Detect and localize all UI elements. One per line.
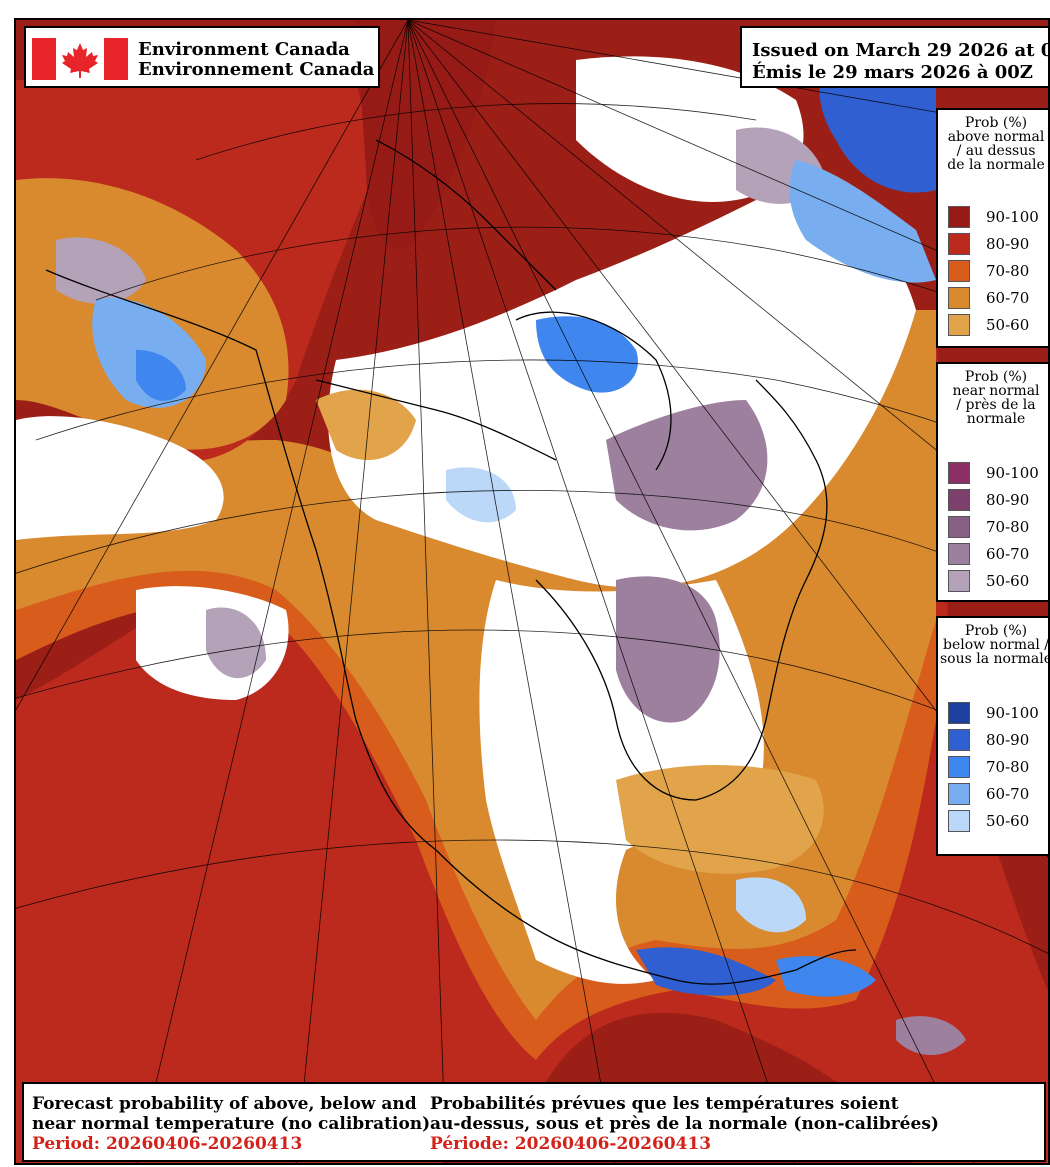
- legend-swatch: [948, 516, 970, 538]
- legend-swatch: [948, 260, 970, 282]
- issued-en: Issued on March 29 2026 at 00Z: [752, 40, 1050, 61]
- legend-below-normal: Prob (%) below normal / sous la normale …: [936, 616, 1050, 856]
- legend-label: 90-100: [986, 208, 1039, 226]
- legend-swatch: [948, 543, 970, 565]
- period-en: Period: 20260406-20260413: [32, 1134, 303, 1154]
- legend-label: 70-80: [986, 518, 1030, 536]
- legend-class: 70-80: [948, 756, 1048, 780]
- legend-swatch: [948, 810, 970, 832]
- legend-class: 60-70: [948, 543, 1048, 567]
- legend-label: 60-70: [986, 785, 1030, 803]
- legend-class: 80-90: [948, 233, 1048, 257]
- near-normal-region: [616, 576, 720, 723]
- legend-label: 80-90: [986, 235, 1030, 253]
- legend-title-line: / près de la: [956, 397, 1036, 413]
- below-normal-region: [819, 60, 936, 193]
- legend-class: 90-100: [948, 206, 1048, 230]
- period-fr: Période: 20260406-20260413: [430, 1134, 712, 1154]
- legend-class: 90-100: [948, 462, 1048, 486]
- legend-title-line: sous la normale: [939, 651, 1050, 667]
- legend-swatch: [948, 570, 970, 592]
- caption-line: near normal temperature (no calibration): [32, 1114, 431, 1134]
- legend-label: 60-70: [986, 545, 1030, 563]
- above-normal-region: [616, 765, 824, 874]
- legend-swatch: [948, 206, 970, 228]
- legend-label: 50-60: [986, 572, 1030, 590]
- legend-class: 50-60: [948, 570, 1048, 594]
- legend-swatch: [948, 756, 970, 778]
- near-normal-region: [606, 400, 768, 531]
- legend-class: 80-90: [948, 729, 1048, 753]
- legend-swatch: [948, 233, 970, 255]
- below-normal-region: [736, 877, 806, 933]
- legend-label: 80-90: [986, 491, 1030, 509]
- legend-label: 70-80: [986, 758, 1030, 776]
- agency-name-en: Environment Canada: [138, 39, 350, 60]
- forecast-map-frame: Environment Canada Environnement Canada …: [14, 18, 1050, 1165]
- legend-title-line: above normal: [947, 129, 1045, 145]
- below-normal-region: [776, 956, 876, 997]
- near-normal-region: [56, 237, 146, 304]
- legend-title-line: normale: [966, 411, 1026, 427]
- no-signal-region: [16, 416, 224, 540]
- legend-swatch: [948, 783, 970, 805]
- below-normal-region: [136, 350, 186, 401]
- legend-title-line: below normal /: [943, 637, 1049, 653]
- legend-class: 80-90: [948, 489, 1048, 513]
- legend-title-line: Prob (%): [964, 369, 1028, 385]
- legend-swatch: [948, 702, 970, 724]
- legend-label: 70-80: [986, 262, 1030, 280]
- caption-line: Forecast probability of above, below and: [32, 1094, 417, 1114]
- probability-map: [16, 20, 1048, 1163]
- legend-title-line: Prob (%): [964, 623, 1028, 639]
- legend-title-line: / au dessus: [956, 143, 1036, 159]
- legend-swatch: [948, 729, 970, 751]
- legend-class: 90-100: [948, 702, 1048, 726]
- agency-logo-box: Environment Canada Environnement Canada: [24, 26, 380, 88]
- legend-title-line: de la normale: [947, 157, 1045, 173]
- legend-class: 50-60: [948, 314, 1048, 338]
- legend-near-normal: Prob (%) near normal / près de la normal…: [936, 362, 1048, 602]
- legend-label: 90-100: [986, 464, 1039, 482]
- below-normal-region: [789, 160, 936, 283]
- legend-swatch: [948, 287, 970, 309]
- below-normal-region: [636, 947, 776, 996]
- issued-fr: Émis le 29 mars 2026 à 00Z: [752, 62, 1033, 83]
- near-normal-region: [896, 1016, 966, 1055]
- footer-caption: Forecast probability of above, below and…: [22, 1082, 1046, 1162]
- legend-class: 70-80: [948, 516, 1048, 540]
- legend-class: 60-70: [948, 287, 1048, 311]
- near-normal-region: [206, 607, 266, 679]
- legend-label: 60-70: [986, 289, 1030, 307]
- legend-class: 70-80: [948, 260, 1048, 284]
- legend-title-line: Prob (%): [964, 115, 1028, 131]
- legend-swatch: [948, 314, 970, 336]
- caption-fr: Probabilités prévues que les température…: [430, 1094, 939, 1154]
- canada-flag-icon: [32, 38, 128, 80]
- legend-label: 50-60: [986, 316, 1030, 334]
- legend-label: 90-100: [986, 704, 1039, 722]
- agency-name-fr: Environnement Canada: [138, 59, 375, 80]
- legend-swatch: [948, 462, 970, 484]
- legend-title-line: near normal: [952, 383, 1040, 399]
- legend-above-normal: Prob (%) above normal / au dessus de la …: [936, 108, 1048, 348]
- legend-class: 50-60: [948, 810, 1048, 834]
- above-normal-region: [316, 389, 416, 460]
- below-normal-region: [536, 316, 638, 393]
- legend-label: 50-60: [986, 812, 1030, 830]
- caption-line: Probabilités prévues que les température…: [430, 1094, 899, 1114]
- issued-box: Issued on March 29 2026 at 00Z Émis le 2…: [740, 26, 1050, 88]
- below-normal-region: [446, 467, 516, 523]
- coastline: [45, 139, 857, 985]
- caption-line: au-dessus, sous et près de la normale (n…: [430, 1114, 939, 1134]
- legend-label: 80-90: [986, 731, 1030, 749]
- legend-swatch: [948, 489, 970, 511]
- legend-class: 60-70: [948, 783, 1048, 807]
- caption-en: Forecast probability of above, below and…: [32, 1094, 430, 1154]
